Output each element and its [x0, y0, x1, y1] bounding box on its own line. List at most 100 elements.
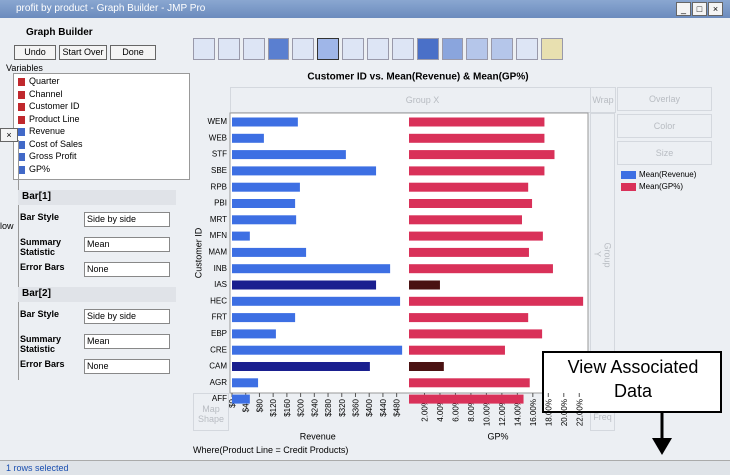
dropdown[interactable]: None [84, 262, 170, 277]
variable-item[interactable]: Customer ID [29, 101, 80, 111]
bar [409, 247, 529, 257]
bar [232, 280, 377, 290]
x-tick-label: $120 [269, 398, 278, 416]
x-tick-label: $160 [283, 398, 292, 416]
category-label: MRT [210, 215, 227, 224]
tool-icon[interactable] [441, 38, 464, 60]
bar [409, 313, 529, 323]
close[interactable]: × [708, 2, 723, 16]
tool-icon[interactable] [342, 38, 365, 60]
bar [409, 264, 553, 274]
variable-item[interactable]: GP% [29, 163, 51, 174]
bar-sections: Bar[1] Bar Style Side by side Summary Stati… [18, 190, 176, 390]
variable-item[interactable]: Quarter [29, 76, 60, 86]
bar [232, 394, 250, 404]
legend-label: Mean(Revenue) [639, 170, 697, 179]
map-shape-zone[interactable]: Map Shape [193, 393, 229, 431]
category-label: AGR [210, 378, 228, 387]
variable-item[interactable]: Revenue [29, 126, 66, 136]
status-text: 1 rows selected [6, 463, 69, 473]
minimize[interactable]: _ [676, 2, 691, 16]
tool-icon[interactable] [367, 38, 389, 60]
category-label: MAM [208, 248, 227, 257]
x-axis-title: Revenue [300, 431, 336, 441]
overlay-zone[interactable]: Overlay [617, 87, 712, 111]
tool-icon[interactable] [516, 38, 539, 60]
start-over-button[interactable]: Start Over [59, 45, 107, 60]
bar [232, 117, 298, 127]
legend-swatch [621, 171, 636, 179]
x-tick-label: $440 [379, 398, 388, 416]
section-header[interactable]: Bar[2] [18, 287, 176, 302]
category-label: IAS [214, 280, 227, 289]
tool-icon[interactable] [242, 38, 265, 60]
x-tick-label: $400 [365, 398, 374, 416]
variables-list: Quarter Channel Customer ID Product Line Rev… [13, 73, 190, 180]
category-label: MFN [210, 231, 228, 240]
variable-icon [18, 103, 25, 111]
x-tick-label: 22.00% [575, 399, 584, 426]
tool-icon[interactable] [391, 38, 414, 60]
tool-icon[interactable] [193, 38, 215, 60]
x-tick-label: 12.00% [498, 399, 507, 426]
tool-icon[interactable] [317, 38, 340, 60]
bar [409, 378, 530, 388]
size-zone[interactable]: Size [617, 141, 712, 165]
variable-icon [18, 165, 25, 174]
tool-icon[interactable] [541, 38, 563, 60]
section-header[interactable]: Bar[1] [18, 190, 176, 205]
maximize[interactable]: □ [692, 2, 707, 16]
x-tick-label: 14.00% [513, 399, 522, 426]
field-label: Bar Style [20, 212, 60, 222]
field-label: Error Bars [20, 262, 65, 272]
done-button[interactable]: Done [110, 45, 156, 60]
dropdown[interactable]: Mean [84, 334, 170, 349]
bar [409, 150, 555, 160]
status-bar: 1 rows selected [0, 460, 730, 475]
graph-builder-header[interactable]: Graph Builder [26, 27, 93, 38]
tool-icon[interactable] [267, 38, 290, 60]
tool-icon[interactable] [466, 38, 489, 60]
bar [232, 264, 391, 274]
tool-icon[interactable] [217, 38, 240, 60]
x-tick-label: $200 [297, 398, 306, 416]
bar [409, 215, 522, 225]
tool-icon[interactable] [416, 38, 439, 60]
bar [232, 182, 300, 192]
category-label: STF [212, 150, 227, 159]
variable-item[interactable]: Channel [29, 88, 63, 99]
category-label: PBI [214, 199, 227, 208]
chart-title: Customer ID vs. Mean(Revenue) & Mean(GP%… [307, 72, 528, 83]
dropdown[interactable]: Mean [84, 237, 170, 252]
dropdown[interactable]: None [84, 359, 170, 374]
wrap-zone[interactable]: Wrap [590, 87, 616, 113]
x-tick-label: 8.00% [467, 399, 476, 422]
annotation-text: View Associated Data [567, 357, 699, 401]
group-y-zone[interactable]: Group Y [590, 113, 615, 393]
close-panel[interactable]: × [0, 128, 18, 142]
dropdown[interactable]: Side by side [84, 212, 170, 227]
variable-icon [18, 115, 25, 124]
dropdown[interactable]: Side by side [84, 309, 170, 324]
variables-label: Variables [6, 63, 43, 73]
tool-icon[interactable] [491, 38, 514, 60]
tool-icon[interactable] [292, 38, 315, 60]
bar [409, 362, 444, 371]
bar [232, 296, 401, 306]
variable-item[interactable]: Cost of Sales [29, 138, 83, 149]
field-label: Summary Statistic [20, 334, 62, 354]
x-tick-label: $480 [393, 398, 402, 416]
undo-button[interactable]: Undo [14, 45, 56, 60]
field-label: Error Bars [20, 359, 65, 369]
bar [409, 133, 545, 143]
x-tick-label: $320 [338, 398, 347, 416]
variable-item[interactable]: Product Line [29, 113, 80, 124]
group-x-zone[interactable]: Group X [230, 87, 615, 113]
bar [409, 199, 533, 208]
category-label: CAM [209, 362, 227, 371]
color-zone[interactable]: Color [617, 114, 712, 138]
bar [409, 231, 543, 241]
x-tick-label: $280 [324, 398, 333, 416]
variable-item[interactable]: Gross Profit [29, 151, 77, 161]
